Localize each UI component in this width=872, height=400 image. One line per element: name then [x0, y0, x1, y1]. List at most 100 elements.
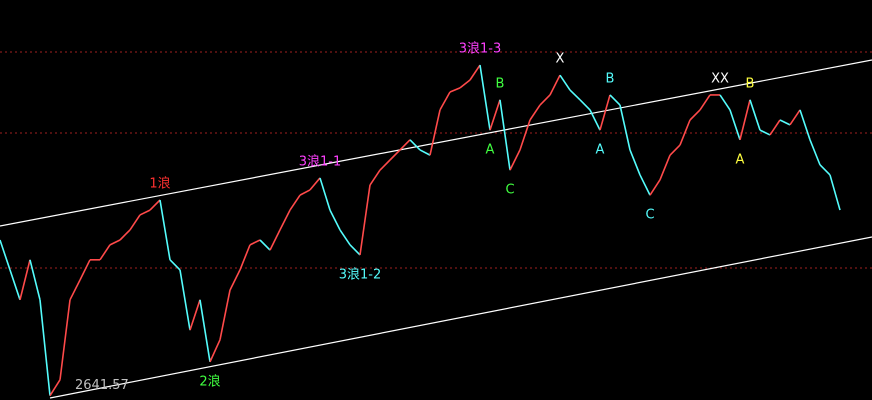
- price-segment: [139, 209, 151, 216]
- price-segment: [749, 99, 761, 131]
- wave-label: B: [606, 71, 615, 86]
- price-segment: [809, 139, 821, 166]
- price-segment: [109, 239, 121, 246]
- price-segment: [649, 179, 661, 196]
- price-segment: [319, 177, 331, 211]
- price-segment: [509, 149, 521, 171]
- price-segment: [659, 154, 671, 181]
- price-segment: [609, 94, 621, 106]
- price-segment: [619, 104, 631, 151]
- price-segment: [499, 99, 511, 171]
- price-segment: [79, 259, 91, 281]
- price-segment: [589, 109, 601, 131]
- price-segment: [719, 94, 731, 111]
- price-segment: [489, 99, 501, 131]
- price-segment: [59, 299, 71, 380]
- price-segment: [439, 91, 451, 111]
- price-segment: [769, 119, 781, 136]
- price-segment: [479, 64, 491, 131]
- wave-label: 2浪: [199, 374, 220, 389]
- price-segment: [249, 239, 261, 246]
- wave-label: X: [556, 52, 565, 67]
- price-segment: [189, 299, 201, 331]
- price-segment: [149, 199, 161, 211]
- price-segment: [389, 149, 401, 161]
- price-segment: [289, 194, 301, 211]
- wave-label: 3浪1-1: [299, 154, 342, 169]
- price-segment: [779, 119, 791, 126]
- price-segment: [269, 229, 281, 251]
- price-segment: [399, 139, 411, 151]
- price-segment: [699, 94, 711, 111]
- wave-label: A: [596, 143, 605, 158]
- price-segment: [469, 64, 481, 81]
- price-segment: [379, 159, 391, 171]
- price-segment: [669, 144, 681, 156]
- price-segment: [309, 177, 321, 191]
- price-segment: [429, 109, 441, 156]
- price-segment: [279, 209, 291, 231]
- wave-label: A: [736, 152, 745, 167]
- price-segment: [529, 104, 541, 121]
- price-segment: [229, 269, 241, 291]
- price-segment: [129, 214, 141, 231]
- price-segment: [239, 244, 251, 271]
- channel-upper: [0, 59, 872, 227]
- wave-label: 3浪1-2: [339, 267, 382, 282]
- price-segment: [69, 279, 81, 301]
- price-segment: [689, 109, 701, 121]
- price-segment: [739, 99, 751, 141]
- price-segment: [29, 259, 41, 301]
- price-segment: [259, 239, 271, 251]
- price-segment: [179, 269, 191, 331]
- price-segment: [169, 259, 181, 271]
- price-segment: [539, 94, 551, 106]
- price-segment: [369, 169, 381, 186]
- price-segment: [579, 99, 591, 111]
- wave-label: XX: [711, 71, 729, 86]
- price-segment: [419, 149, 431, 156]
- price-segment: [449, 87, 461, 93]
- price-segment: [219, 289, 231, 340]
- wave-label: A: [486, 143, 495, 158]
- price-segment: [519, 119, 531, 151]
- price-segment: [789, 109, 801, 126]
- channel-lower: [49, 236, 872, 399]
- price-segment: [49, 379, 61, 397]
- price-segment: [299, 189, 311, 196]
- price-segment: [759, 129, 771, 136]
- price-segment: [409, 139, 421, 151]
- price-segment: [209, 339, 221, 363]
- price-segment: [349, 244, 361, 256]
- wave-label: B: [496, 76, 505, 91]
- price-segment: [39, 299, 51, 396]
- price-segment: [549, 74, 561, 96]
- price-segment: [19, 259, 31, 301]
- wave-label: B: [746, 76, 755, 91]
- price-segment: [459, 79, 471, 89]
- price-segment: [0, 239, 11, 271]
- price-segment: [829, 174, 841, 211]
- price-segment: [819, 164, 831, 176]
- price-segment: [339, 229, 351, 246]
- wave-label: 1浪: [149, 177, 170, 192]
- price-segment: [679, 119, 691, 146]
- wave-label: 2641.57: [75, 378, 129, 393]
- price-segment: [599, 94, 611, 131]
- price-segment: [329, 209, 341, 231]
- price-segment: [159, 199, 171, 260]
- wave-label: 3浪1-3: [459, 42, 502, 57]
- price-segment: [119, 229, 131, 241]
- price-segment: [799, 109, 811, 141]
- price-segment: [199, 299, 211, 362]
- price-segment: [9, 269, 21, 301]
- price-segment: [639, 174, 651, 196]
- price-segment: [729, 109, 741, 141]
- wave-label: C: [505, 183, 514, 198]
- price-segment: [569, 89, 581, 101]
- wave-label: C: [645, 208, 654, 223]
- price-segment: [359, 184, 371, 256]
- price-segment: [99, 244, 111, 261]
